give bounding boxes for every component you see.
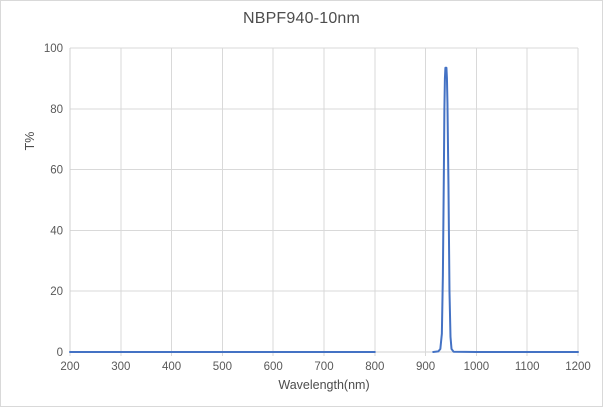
x-tick-label: 700 (314, 361, 333, 373)
x-tick-label: 600 (264, 361, 283, 373)
x-tick-label: 900 (416, 361, 435, 373)
x-tick-label: 1200 (565, 361, 591, 373)
x-tick-label: 300 (111, 361, 130, 373)
y-axis-title: T% (23, 131, 37, 151)
x-tick-label: 200 (60, 361, 79, 373)
y-tick-label: 20 (50, 286, 63, 298)
x-axis-title: Wavelength(nm) (278, 378, 370, 392)
x-tick-label: 1100 (515, 361, 540, 373)
y-tick-label: 80 (50, 104, 63, 116)
y-tick-label: 0 (57, 347, 63, 359)
x-tick-label: 800 (365, 361, 384, 373)
x-tick-label: 400 (162, 361, 181, 373)
x-tick-label: 1000 (464, 361, 490, 373)
series-line (432, 66, 579, 353)
chart-title: NBPF940-10nm (242, 10, 361, 27)
y-tick-label: 40 (50, 225, 63, 237)
y-tick-label: 60 (50, 165, 63, 177)
x-tick-label: 500 (213, 361, 232, 373)
y-tick-label: 100 (44, 43, 63, 55)
